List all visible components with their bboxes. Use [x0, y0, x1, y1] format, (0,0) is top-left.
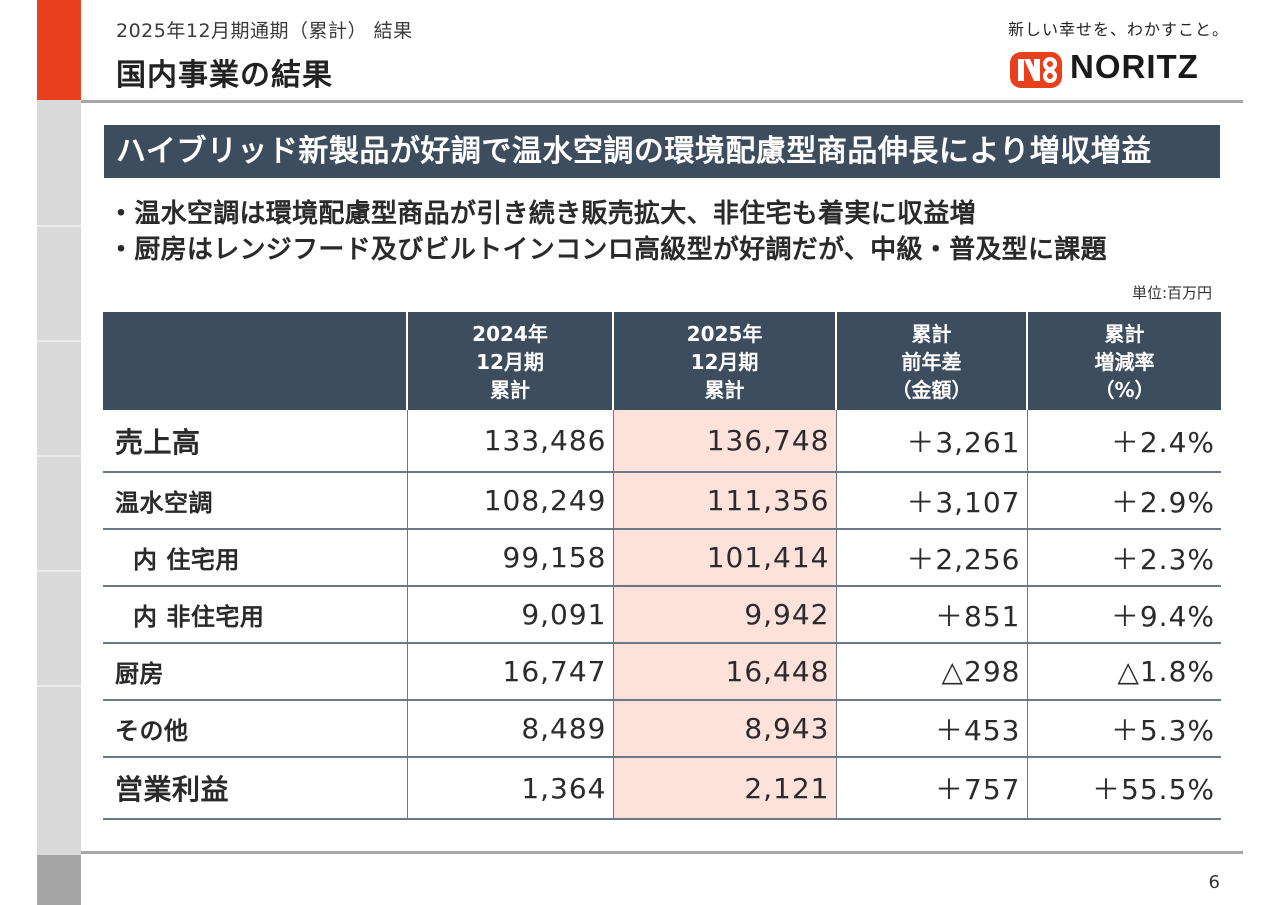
- table-row: 温水空調 108,249 111,356 ＋3,107 ＋2.9%: [103, 471, 1221, 529]
- page-number: 6: [1208, 872, 1220, 893]
- cell-rate: ＋9.4%: [1026, 585, 1221, 643]
- row-label: 営業利益: [103, 756, 407, 820]
- cell-rate: ＋2.9%: [1026, 471, 1221, 529]
- cell-rate: ＋2.4%: [1026, 410, 1221, 472]
- cell-diff: ＋851: [835, 585, 1027, 643]
- left-accent-red: [37, 0, 81, 100]
- cell-rate: ＋2.3%: [1026, 528, 1221, 586]
- cell-2025: 136,748: [612, 410, 836, 472]
- table-row: 内 住宅用 99,158 101,414 ＋2,256 ＋2.3%: [103, 528, 1221, 586]
- header-2025: 2025年 12月期 累計: [612, 312, 836, 410]
- unit-label: 単位:百万円: [1131, 284, 1212, 302]
- row-label: 内 住宅用: [103, 528, 407, 586]
- header-diff: 累計 前年差 （金額）: [835, 312, 1027, 410]
- logo-brand-name: NORITZ: [1070, 48, 1199, 85]
- row-label: 温水空調: [103, 471, 407, 529]
- bullet-item: ・厨房はレンジフード及びビルトインコンロ高級型が好調だが、中級・普及型に課題: [108, 235, 1107, 265]
- cell-2024: 9,091: [406, 585, 613, 643]
- page-title: 国内事業の結果: [116, 58, 333, 93]
- row-label: その他: [103, 699, 407, 757]
- header-2024: 2024年 12月期 累計: [406, 312, 613, 410]
- cell-2024: 108,249: [406, 471, 613, 529]
- results-table: 2024年 12月期 累計 2025年 12月期 累計 累計 前年差 （金額） …: [103, 312, 1221, 820]
- noritz-mark-icon: [1010, 52, 1062, 88]
- cell-2025: 111,356: [612, 471, 836, 529]
- cell-2025: 8,943: [612, 699, 836, 757]
- left-decoration-strip: [37, 0, 81, 905]
- cell-2024: 133,486: [406, 410, 613, 472]
- table-header-row: 2024年 12月期 累計 2025年 12月期 累計 累計 前年差 （金額） …: [103, 312, 1221, 410]
- bullet-item: ・温水空調は環境配慮型商品が引き続き販売拡大、非住宅も着実に収益増: [108, 199, 976, 229]
- cell-2024: 99,158: [406, 528, 613, 586]
- left-accent-gray: [37, 855, 81, 905]
- cell-diff: ＋2,256: [835, 528, 1027, 586]
- summary-bullets: ・温水空調は環境配慮型商品が引き続き販売拡大、非住宅も着実に収益増 ・厨房はレン…: [108, 196, 1218, 268]
- cell-2025: 101,414: [612, 528, 836, 586]
- top-divider: [81, 100, 1243, 103]
- header-rate: 累計 増減率 （%）: [1026, 312, 1221, 410]
- logo-tagline: 新しい幸せを、わかすこと。: [1008, 20, 1230, 39]
- cell-2025: 16,448: [612, 642, 836, 700]
- cell-2025: 9,942: [612, 585, 836, 643]
- headline-banner: ハイブリッド新製品が好調で温水空調の環境配慮型商品伸長により増収増益: [104, 125, 1220, 178]
- bottom-divider: [81, 851, 1243, 854]
- cell-rate: ＋55.5%: [1026, 756, 1221, 820]
- table-row: その他 8,489 8,943 ＋453 ＋5.3%: [103, 699, 1221, 757]
- cell-diff: ＋757: [835, 756, 1027, 820]
- row-label: 内 非住宅用: [103, 585, 407, 643]
- cell-diff: ＋3,107: [835, 471, 1027, 529]
- row-label: 厨房: [103, 642, 407, 700]
- cell-rate: ＋5.3%: [1026, 699, 1221, 757]
- cell-diff: ＋453: [835, 699, 1027, 757]
- cell-2024: 8,489: [406, 699, 613, 757]
- row-label: 売上高: [115, 425, 201, 459]
- table-row: 厨房 16,747 16,448 △298 △1.8%: [103, 642, 1221, 700]
- cell-diff: △298: [835, 642, 1027, 700]
- table-row: 売上高 133,486 136,748 ＋3,261 ＋2.4%: [103, 410, 1221, 472]
- page-subtitle: 2025年12月期通期（累計） 結果: [116, 20, 413, 42]
- cell-diff: ＋3,261: [835, 410, 1027, 472]
- cell-2024: 1,364: [406, 756, 613, 820]
- table-row: 営業利益 1,364 2,121 ＋757 ＋55.5%: [103, 756, 1221, 820]
- cell-2024: 16,747: [406, 642, 613, 700]
- table-row: 内 非住宅用 9,091 9,942 ＋851 ＋9.4%: [103, 585, 1221, 643]
- cell-rate: △1.8%: [1026, 642, 1221, 700]
- company-logo: 新しい幸せを、わかすこと。 NORITZ: [1008, 12, 1228, 90]
- header-label-col: [103, 312, 407, 410]
- cell-2025: 2,121: [612, 756, 836, 820]
